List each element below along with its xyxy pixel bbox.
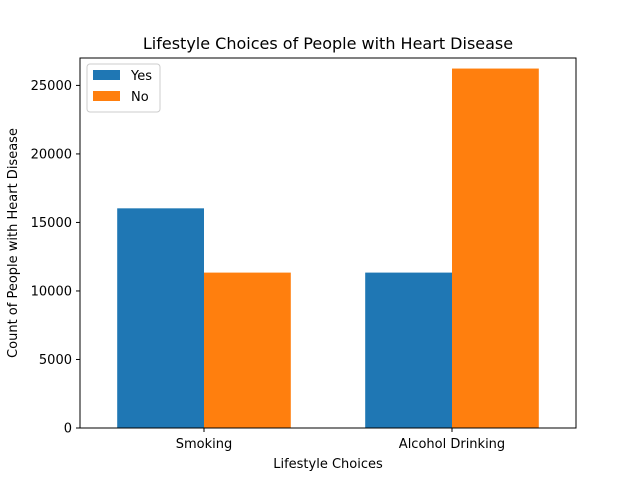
legend-swatch-yes [93,70,120,80]
bar-smoking-no [204,272,291,428]
y-tick-label: 15000 [31,216,72,231]
plot-frame [79,57,577,429]
y-axis-label: Count of People with Heart Disease [6,128,21,358]
bar-alcohol-drinking-yes [365,272,452,428]
y-tick-label: 5000 [39,353,72,368]
x-axis-label: Lifestyle Choices [273,457,383,472]
y-axis-ticks: 0 5000 10000 15000 20000 25000 [31,79,80,437]
chart-title: Lifestyle Choices of People with Heart D… [143,34,513,53]
x-tick-label: Smoking [176,437,233,452]
x-tick-label: Alcohol Drinking [399,437,505,452]
legend-label-no: No [131,90,149,105]
legend-label-yes: Yes [130,69,152,84]
y-tick-label: 25000 [31,79,72,94]
legend: Yes No [86,63,161,113]
bar-smoking-yes [117,208,204,428]
y-tick-label: 20000 [31,147,72,162]
legend-swatch-no [93,91,120,101]
x-axis-ticks: Smoking Alcohol Drinking [176,428,505,452]
bar-alcohol-drinking-no [452,68,539,428]
y-tick-label: 10000 [31,284,72,299]
y-tick-label: 0 [64,422,72,437]
bars-group [117,68,539,428]
